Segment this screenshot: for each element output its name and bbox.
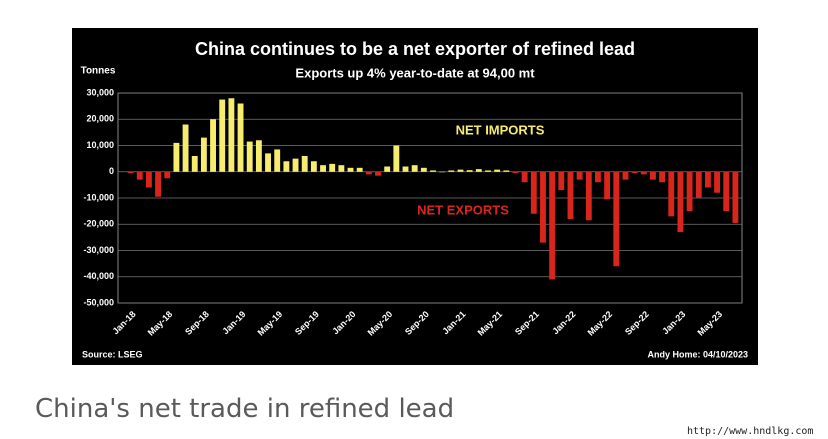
chart-title: China continues to be a net exporter of …: [195, 39, 635, 59]
bar: [145, 171, 152, 188]
bar: [704, 171, 711, 188]
bar: [448, 170, 455, 172]
bar: [292, 158, 299, 172]
bar: [182, 124, 189, 172]
bar: [347, 167, 354, 172]
bar: [613, 171, 620, 267]
bar: [228, 98, 235, 172]
bar: [686, 171, 693, 212]
credit: Andy Home: 04/10/2023: [647, 349, 748, 359]
bar: [530, 171, 537, 214]
y-tick-label: -10,000: [83, 192, 114, 202]
bar: [503, 170, 510, 172]
bar: [668, 171, 675, 217]
bar: [439, 171, 446, 173]
bar: [200, 137, 207, 172]
bar: [191, 156, 198, 172]
bar: [567, 171, 574, 219]
bar: [640, 171, 647, 175]
bar: [365, 171, 372, 175]
bar: [255, 140, 262, 172]
bar: [457, 169, 464, 172]
bar: [723, 171, 730, 212]
bar: [732, 171, 739, 223]
bar: [310, 161, 317, 172]
bar: [631, 171, 638, 174]
bar: [494, 169, 501, 172]
bar: [329, 163, 336, 172]
annotation: NET IMPORTS: [456, 122, 545, 137]
caption: China's net trade in refined lead: [35, 394, 455, 424]
bar: [659, 171, 666, 183]
bar: [246, 141, 253, 172]
chart-background: [72, 28, 758, 365]
chart: China continues to be a net exporter of …: [72, 28, 758, 365]
bar: [375, 171, 381, 176]
y-tick-label: 10,000: [86, 140, 114, 150]
bar: [622, 171, 629, 180]
y-tick-label: -50,000: [83, 297, 114, 307]
y-tick-label: -40,000: [83, 271, 114, 281]
bar: [283, 161, 290, 172]
y-tick-label: -30,000: [83, 245, 114, 255]
bar: [320, 165, 326, 172]
bar: [164, 171, 171, 179]
bar: [650, 171, 656, 180]
bar: [155, 171, 162, 197]
bar: [274, 149, 281, 172]
bar: [420, 167, 427, 172]
bar: [521, 171, 528, 183]
chart-subtitle: Exports up 4% year-to-date at 94,00 mt: [295, 65, 535, 80]
bar: [384, 166, 391, 172]
bar: [219, 99, 226, 172]
y-tick-label: -20,000: [83, 219, 114, 229]
bar: [411, 165, 418, 172]
bar: [714, 171, 721, 193]
bar: [402, 166, 409, 172]
bar: [301, 156, 308, 172]
bar: [237, 103, 244, 172]
bar: [585, 171, 592, 221]
bar: [576, 171, 583, 180]
source: Source: LSEG: [82, 349, 143, 359]
annotation: NET EXPORTS: [417, 202, 509, 217]
bar: [604, 171, 611, 200]
bar: [136, 171, 143, 180]
bar: [540, 171, 546, 243]
y-axis-label: Tonnes: [81, 66, 116, 77]
bar: [127, 171, 134, 174]
bar: [595, 171, 601, 183]
bar: [695, 171, 702, 198]
y-tick-label: 0: [109, 166, 114, 176]
bar: [173, 142, 180, 172]
bar: [485, 170, 491, 172]
watermark: http://www.hndlkg.com: [687, 426, 814, 437]
bar: [466, 170, 473, 172]
y-tick-label: 20,000: [86, 114, 114, 124]
bar: [549, 171, 556, 280]
bar: [475, 169, 482, 172]
bar: [265, 153, 271, 172]
bar: [210, 119, 216, 172]
bar: [393, 145, 400, 172]
bar: [356, 167, 363, 172]
bar: [558, 171, 565, 191]
bar: [338, 165, 345, 172]
bar: [512, 171, 519, 174]
bar: [677, 171, 684, 233]
bar: [430, 170, 436, 172]
y-tick-label: 30,000: [86, 87, 114, 97]
